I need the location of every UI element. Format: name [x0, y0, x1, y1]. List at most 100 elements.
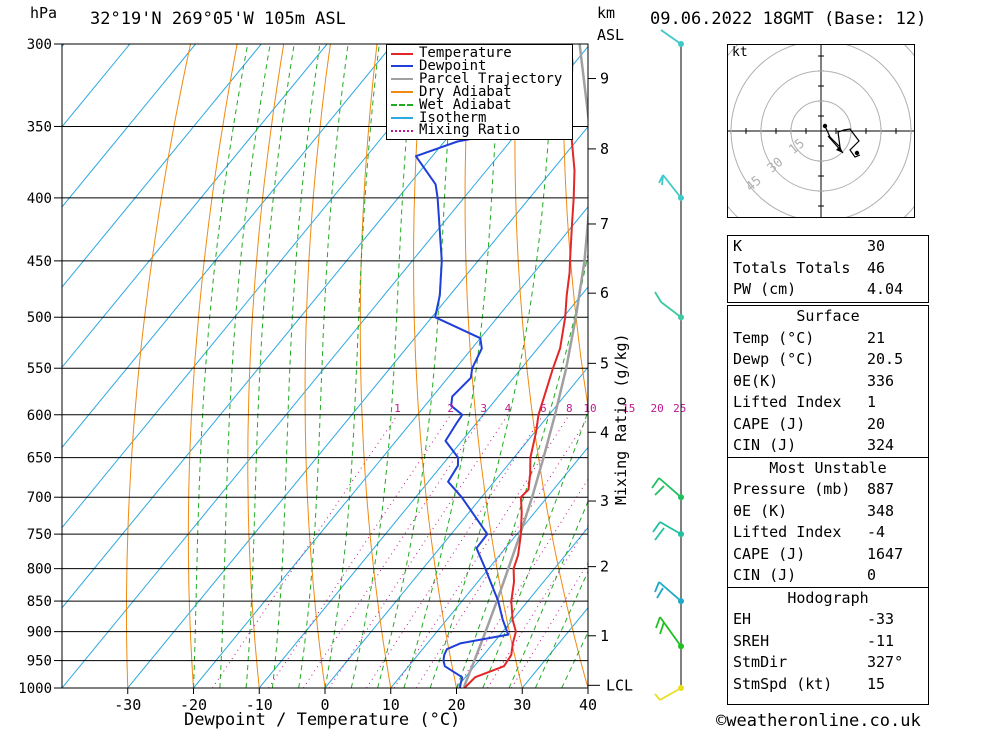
legend-label: Isotherm: [419, 109, 487, 126]
mixing-ratio-label: 15: [622, 402, 635, 415]
wet-adiabat-line: [324, 44, 380, 688]
most-unstable-value: 0: [867, 566, 877, 584]
x-tick-label: 30: [513, 696, 531, 714]
location-title: 32°19'N 269°05'W 105m ASL: [90, 9, 346, 29]
surface-row: CIN (J) 324: [728, 435, 928, 457]
km-tick-label: 5: [600, 354, 609, 372]
isotherm-line: [258, 286, 588, 688]
legend-swatch: [391, 117, 413, 119]
isotherm-line: [193, 206, 588, 688]
isotherm-line: [390, 446, 588, 688]
legend-label: Dry Adiabat: [419, 83, 512, 100]
legend-entry: Isotherm: [391, 109, 487, 126]
km-unit-label: km: [597, 4, 616, 22]
hodograph-row: StmSpd (kt) 15: [728, 674, 928, 696]
isotherm-line: [62, 44, 328, 369]
dry-adiabat-line: [413, 44, 457, 688]
index-label: K: [733, 237, 743, 255]
wind-barb-line: [656, 587, 664, 599]
mixing-ratio-label: 10: [583, 402, 596, 415]
xlabel-axis-title: Dewpoint / Temperature (°C): [184, 710, 461, 730]
mixing-ratio-line: [268, 414, 452, 688]
hodograph-section-title: Hodograph: [728, 586, 928, 610]
dry-adiabat-line: [983, 44, 1000, 688]
hodograph-start-dot: [822, 123, 828, 129]
datetime-label: 09.06.2022 18GMT (Base: 12): [650, 9, 927, 29]
mixing-ratio-label: 8: [566, 402, 573, 415]
wind-barb-line: [654, 485, 665, 496]
wind-barb-dot: [678, 531, 684, 538]
wet-adiabat-line: [403, 44, 502, 688]
wind-barb-line: [654, 693, 661, 701]
surface-row: CAPE (J) 20: [728, 414, 928, 436]
hodograph-value: 15: [867, 674, 886, 693]
wind-barb-dot: [678, 41, 684, 47]
pressure-tick-label: 650: [27, 451, 52, 467]
wind-barb-dot: [678, 685, 684, 691]
legend-swatch: [391, 129, 413, 132]
surface-label: Temp (°C): [733, 328, 815, 347]
legend-label: Temperature: [419, 45, 512, 61]
pressure-tick-label: 700: [27, 490, 52, 506]
surface-row: Lifted Index 1: [728, 392, 928, 414]
most-unstable-label: Pressure (mb): [733, 480, 851, 498]
wind-barb-line: [659, 621, 665, 635]
legend-entry: Mixing Ratio: [391, 123, 520, 137]
wet-adiabat-line: [350, 44, 415, 688]
most-unstable-section-title: Most Unstable: [728, 456, 928, 480]
indices-panel-main: Surface Temp (°C) 21 Dewp (°C) 20.5 θE(K) 336…: [727, 305, 929, 705]
wind-barb-dot: [678, 314, 684, 321]
most-unstable-row: Lifted Index -4: [728, 522, 928, 544]
most-unstable-value: 348: [867, 501, 895, 520]
wind-barb-line: [662, 174, 682, 199]
wind-barb-line: [652, 521, 661, 533]
surface-label: θE(K): [733, 371, 779, 390]
hodograph-label: StmDir: [733, 653, 788, 671]
hodograph-label: StmSpd (kt): [733, 674, 833, 693]
legend-entry: Dewpoint: [391, 59, 486, 73]
hodograph-ring: [730, 45, 912, 217]
surface-label: Lifted Index: [733, 393, 842, 411]
hodograph-label: EH: [733, 610, 752, 628]
wind-barb-line: [658, 581, 682, 602]
wet-adiabat-line: [271, 44, 321, 688]
index-label: PW (cm): [733, 280, 797, 298]
wet-adiabat-line: [245, 44, 295, 688]
mixing-ratio-label: 3: [480, 402, 487, 415]
hodograph-trace: [824, 125, 861, 158]
dry-adiabat-line: [562, 44, 588, 410]
wind-barb-line: [660, 29, 682, 45]
hodograph-row: EH -33: [728, 609, 928, 631]
most-unstable-label: CIN (J): [733, 566, 797, 584]
surface-row: θE(K) 336: [728, 371, 928, 393]
wind-barb-line: [659, 687, 682, 701]
legend-label: Wet Adiabat: [419, 96, 512, 113]
surface-section-title: Surface: [796, 307, 860, 325]
dry-adiabat-line: [247, 44, 285, 688]
mixing-ratio-label: 20: [651, 402, 664, 415]
most-unstable-value: 1647: [867, 544, 904, 563]
hodograph-ring-label: 30: [765, 155, 787, 177]
copyright-footer: ©weatheronline.co.uk: [716, 711, 921, 731]
most-unstable-row: Pressure (mb) 887: [728, 479, 928, 501]
surface-row: Temp (°C) 21: [728, 328, 928, 350]
km-tick-label: 9: [600, 70, 609, 88]
surface-label: Dewp (°C): [733, 350, 815, 368]
mixing-ratio-label: 2: [447, 402, 454, 415]
mixing-ratio-label: 1: [394, 402, 401, 415]
wet-adiabat-line: [508, 499, 588, 688]
wind-barb-line: [651, 477, 660, 489]
pressure-tick-label: 750: [27, 527, 52, 543]
index-value: 4.04: [867, 280, 904, 298]
pressure-tick-label: 800: [27, 562, 52, 578]
legend-swatch: [391, 52, 413, 55]
x-tick-label: -10: [246, 696, 273, 714]
surface-label: CIN (J): [733, 436, 797, 454]
hodograph-unit-label: kt: [732, 45, 748, 60]
dry-adiabat-line: [359, 44, 392, 688]
hodograph-ring-label: 15: [786, 136, 808, 158]
isotherm-line: [62, 44, 262, 288]
index-row: PW (cm) 4.04: [728, 279, 928, 301]
isotherm-line: [62, 45, 588, 688]
surface-value: 324: [867, 436, 895, 454]
